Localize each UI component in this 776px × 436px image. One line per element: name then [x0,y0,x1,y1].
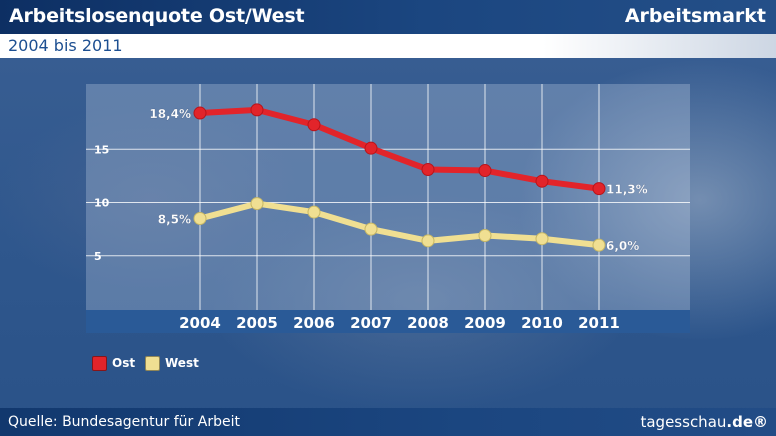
brand-prefix: tagesschau [640,413,727,431]
x-tick-label-2007: 2007 [350,314,392,332]
header-bar: Arbeitslosenquote Ost/West Arbeitsmarkt [0,0,776,34]
y-tick-label: 10 [94,197,110,210]
brand-logo: tagesschau.de® [640,413,768,431]
x-tick-label-2005: 2005 [236,314,278,332]
data-point-west-2007 [364,222,378,236]
data-point-west-2006 [307,205,321,219]
chart-subtitle: 2004 bis 2011 [8,36,123,55]
series-line-ost [197,106,602,192]
subtitle-bar: 2004 bis 2011 [0,34,776,58]
series-line-west [197,200,602,249]
data-point-ost-2008 [421,162,435,176]
category-label: Arbeitsmarkt [624,5,766,27]
data-point-ost-2004 [193,106,207,120]
chart-title: Arbeitslosenquote Ost/West [9,5,305,27]
data-label-west-2004: 8,5% [158,212,191,226]
data-point-ost-2006 [307,118,321,132]
data-point-ost-2011 [592,182,606,196]
data-label-west-2011: 6,0% [606,239,639,253]
data-point-west-2010 [535,232,549,246]
legend-swatch-west [145,356,160,371]
x-tick-label-2011: 2011 [578,314,620,332]
legend-label-west: West [165,356,199,370]
footer-bar: Quelle: Bundesagentur für Arbeit tagessc… [0,408,776,436]
brand-suffix: .de® [726,413,768,431]
data-point-ost-2009 [478,164,492,178]
plot-area [86,84,690,310]
x-axis-bar [86,310,690,333]
data-point-ost-2005 [250,103,264,117]
x-tick-label-2010: 2010 [521,314,563,332]
data-point-ost-2010 [535,174,549,188]
y-tick-label: 5 [94,250,102,263]
data-point-west-2011 [592,238,606,252]
legend-swatch-ost [92,356,107,371]
data-point-west-2005 [250,197,264,211]
data-label-ost-2004: 18,4% [149,107,191,121]
x-tick-label-2009: 2009 [464,314,506,332]
x-tick-label-2004: 2004 [179,314,221,332]
y-tick-label: 15 [94,143,109,156]
line-chart: 5 10 15 2004 2005 2006 2007 2008 2009 2010 2011 18,… [86,84,690,333]
source-note: Quelle: Bundesagentur für Arbeit [8,414,240,430]
legend-label-ost: Ost [112,356,136,370]
data-point-west-2009 [478,229,492,243]
data-point-west-2008 [421,234,435,248]
data-label-ost-2011: 11,3% [606,183,648,197]
x-tick-label-2006: 2006 [293,314,335,332]
data-point-ost-2007 [364,141,378,155]
data-point-west-2004 [193,211,207,225]
x-tick-label-2008: 2008 [407,314,449,332]
